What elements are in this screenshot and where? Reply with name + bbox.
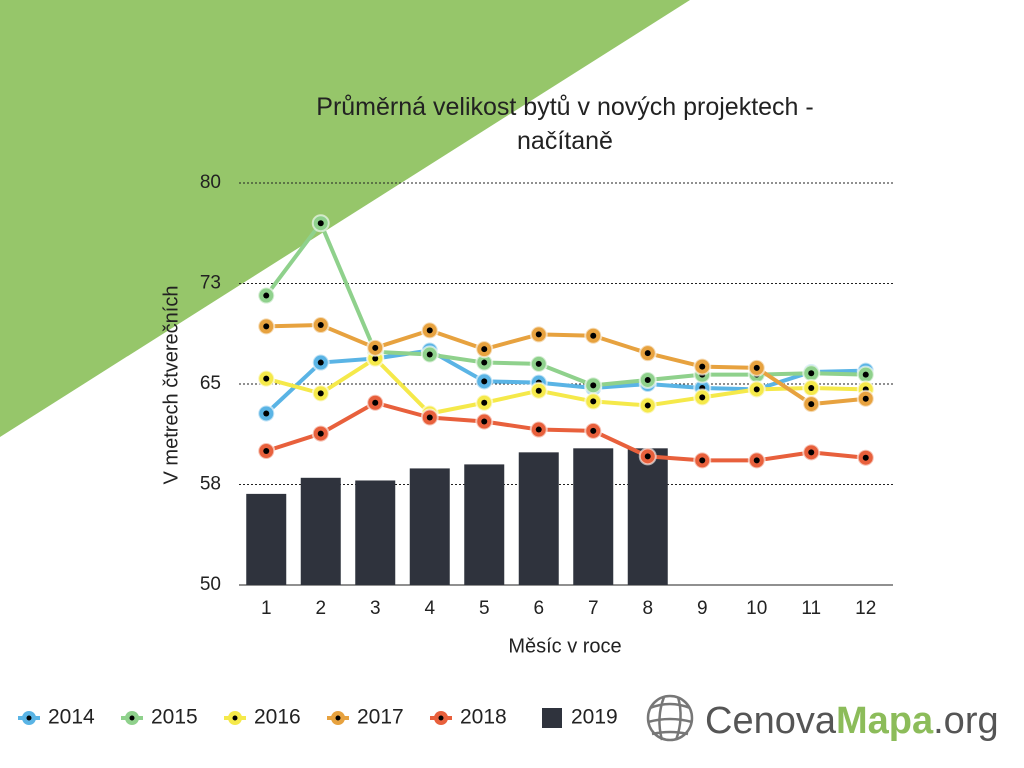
point-dot <box>481 399 488 406</box>
legend-dot <box>438 715 444 721</box>
x-tick-label: 3 <box>370 598 381 619</box>
point-dot <box>481 346 488 353</box>
point-dot <box>317 220 324 227</box>
y-tick-label: 65 <box>200 373 221 394</box>
point-dot <box>590 398 597 405</box>
point-dot <box>753 364 760 371</box>
series-line <box>265 400 866 463</box>
x-tick-label: 4 <box>424 598 435 619</box>
x-tick-label: 8 <box>642 598 653 619</box>
bar <box>573 448 614 585</box>
bar <box>627 448 668 585</box>
legend-label: 2014 <box>48 706 95 729</box>
point-dot <box>862 395 869 402</box>
point-dot <box>426 351 433 358</box>
point-dot <box>263 448 270 454</box>
x-tick-label: 1 <box>261 598 272 619</box>
legend-label: 2017 <box>357 706 404 729</box>
bar <box>300 477 341 585</box>
point-dot <box>862 371 869 378</box>
point-dot <box>590 427 597 434</box>
point-dot <box>372 399 379 406</box>
legend-swatch <box>542 708 562 728</box>
legend-label: 2016 <box>254 706 301 729</box>
point-dot <box>263 323 270 330</box>
point-dot <box>644 453 651 460</box>
point-dot <box>808 449 815 456</box>
point-dot <box>644 350 651 357</box>
point-dot <box>535 360 542 367</box>
point-dot <box>699 363 706 370</box>
logo-part: .org <box>933 700 999 742</box>
point-dot <box>426 327 433 334</box>
bar <box>464 464 505 585</box>
point-dot <box>644 402 651 409</box>
y-tick-label: 58 <box>200 474 221 495</box>
legend-label: 2018 <box>460 706 507 729</box>
x-tick-label: 2 <box>315 598 326 619</box>
logo-icon <box>646 694 694 742</box>
point-dot <box>699 457 706 464</box>
x-tick-label: 12 <box>855 598 876 619</box>
legend-dot <box>129 715 135 721</box>
point-dot <box>481 378 488 385</box>
x-tick-label: 5 <box>479 598 490 619</box>
point-dot <box>263 410 270 417</box>
series-line <box>264 348 866 415</box>
background-triangle <box>0 0 690 437</box>
point-dot <box>753 386 760 393</box>
point-dot <box>317 359 324 366</box>
y-tick-label: 73 <box>200 273 221 294</box>
y-tick-label: 80 <box>200 172 221 193</box>
series-line <box>265 356 866 416</box>
point-dot <box>317 430 324 437</box>
point-dot <box>263 375 270 382</box>
point-dot <box>808 401 815 408</box>
point-dot <box>699 394 706 401</box>
point-dot <box>644 376 651 383</box>
point-dot <box>372 344 379 351</box>
x-tick-label: 11 <box>801 598 821 619</box>
y-axis-label: V metrech čtverečních <box>160 286 182 485</box>
y-tick-label: 50 <box>200 574 221 595</box>
point-dot <box>481 359 488 366</box>
x-tick-label: 10 <box>746 598 767 619</box>
legend-dot <box>232 715 238 721</box>
logo: CenovaMapa.org <box>705 700 999 743</box>
point-dot <box>317 390 324 397</box>
logo-part: Mapa <box>835 700 934 742</box>
point-dot <box>535 387 542 394</box>
x-axis-label: Měsíc v roce <box>508 635 621 657</box>
legend-label: 2019 <box>571 706 618 729</box>
bar <box>355 480 396 585</box>
point-dot <box>535 331 542 338</box>
legend-label: 2015 <box>151 706 198 729</box>
point-dot <box>535 426 542 433</box>
point-dot <box>372 355 379 362</box>
bar <box>246 493 287 585</box>
legend-dot <box>26 715 32 721</box>
point-dot <box>590 382 597 389</box>
point-dot <box>426 414 433 421</box>
chart-title: Průměrná velikost bytů v nových projekte… <box>316 93 814 155</box>
point-dot <box>590 332 597 339</box>
point-dot <box>808 370 815 377</box>
point-dot <box>862 454 869 461</box>
series-line <box>266 323 866 407</box>
point-dot <box>263 292 270 299</box>
point-dot <box>753 457 760 464</box>
x-tick-label: 6 <box>533 598 544 619</box>
logo-part: Cenova <box>705 700 836 742</box>
x-tick-label: 9 <box>697 598 708 619</box>
point-dot <box>808 385 815 392</box>
bar <box>409 468 450 585</box>
bar <box>518 452 559 585</box>
point-dot <box>481 418 488 425</box>
x-tick-label: 7 <box>588 598 599 619</box>
legend-dot <box>335 715 341 721</box>
point-dot <box>317 322 324 329</box>
